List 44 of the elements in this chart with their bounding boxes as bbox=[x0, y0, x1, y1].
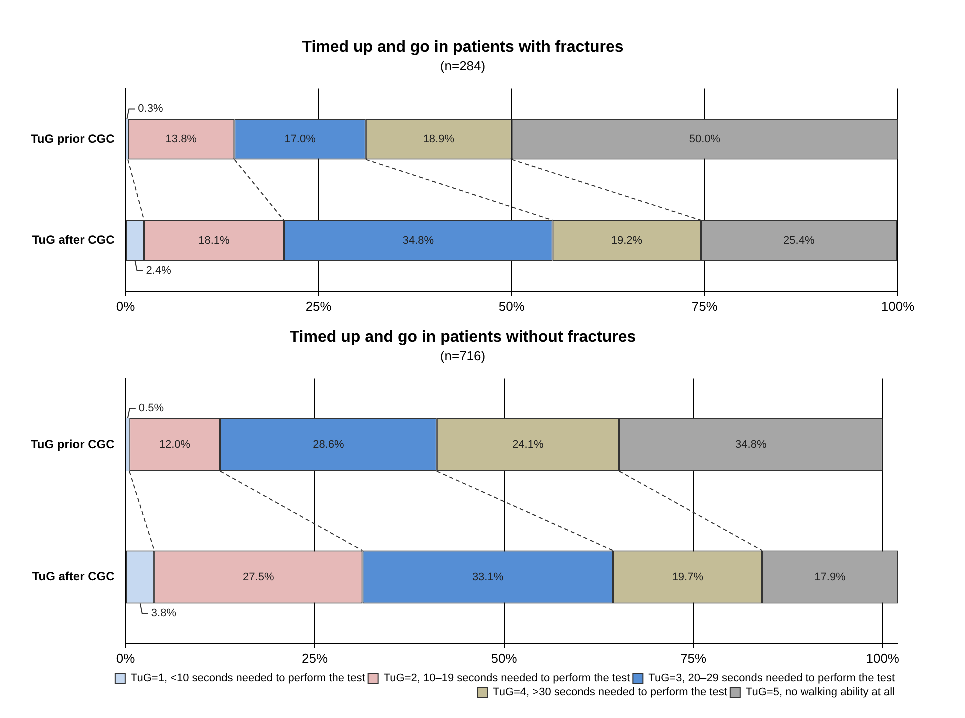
x-tick-label: 25% bbox=[302, 650, 328, 666]
y-tick-label: TuG after CGC bbox=[32, 233, 116, 248]
x-tick-label: 50% bbox=[491, 650, 518, 666]
data-label: 24.1% bbox=[512, 438, 544, 451]
chart-subtitle: (n=284) bbox=[440, 58, 486, 74]
data-label: 17.9% bbox=[814, 571, 846, 584]
x-tick-label: 75% bbox=[680, 650, 708, 666]
data-label: 13.8% bbox=[166, 133, 198, 146]
data-label: 27.5% bbox=[243, 571, 274, 584]
data-label: 28.6% bbox=[313, 438, 344, 451]
bar bbox=[126, 418, 130, 472]
y-tick-label: TuG after CGC bbox=[32, 570, 116, 584]
legend-label: TuG=3, 20–29 seconds needed to perform the test bbox=[648, 672, 896, 685]
x-tick-label: 75% bbox=[692, 298, 718, 314]
chart-title: Timed up and go in patients with fractures bbox=[302, 39, 624, 56]
data-label: 34.8% bbox=[402, 234, 434, 247]
x-tick-label: 25% bbox=[306, 298, 332, 314]
x-tick-label: 100% bbox=[881, 298, 916, 314]
y-tick-label: TuG prior CGC bbox=[30, 437, 116, 452]
data-label: 12.0% bbox=[159, 438, 191, 451]
x-tick-label: 0% bbox=[116, 298, 136, 314]
data-label: 34.8% bbox=[736, 438, 767, 451]
data-label: 25.4% bbox=[784, 234, 815, 247]
data-label: 50.0% bbox=[689, 133, 721, 146]
data-label: 17.0% bbox=[284, 133, 316, 146]
data-label: 18.1% bbox=[198, 234, 230, 247]
chart-title: Timed up and go in patients without fractures bbox=[290, 329, 636, 346]
y-tick-label: TuG prior CGC bbox=[30, 132, 116, 146]
legend-label: TuG=5, no walking ability at all bbox=[746, 686, 896, 699]
x-tick-label: 50% bbox=[498, 298, 526, 314]
data-label: 2.4% bbox=[146, 265, 172, 278]
data-label: 19.7% bbox=[672, 571, 704, 584]
chart-subtitle: (n=716) bbox=[440, 348, 486, 364]
legend-label: TuG=2, 10–19 seconds needed to perform the test bbox=[384, 672, 630, 685]
data-label: 18.9% bbox=[423, 133, 455, 146]
x-tick-label: 100% bbox=[866, 650, 900, 666]
data-label: 0.3% bbox=[138, 103, 164, 116]
x-tick-label: 0% bbox=[116, 650, 136, 666]
data-label: 33.1% bbox=[472, 571, 504, 584]
data-label: 3.8% bbox=[151, 608, 177, 620]
legend-label: TuG=4, >30 seconds needed to perform the test bbox=[493, 686, 728, 699]
data-label: 19.2% bbox=[611, 234, 643, 247]
data-label: 0.5% bbox=[138, 402, 164, 415]
legend-label: TuG=1, <10 seconds needed to perform the test bbox=[130, 672, 366, 685]
